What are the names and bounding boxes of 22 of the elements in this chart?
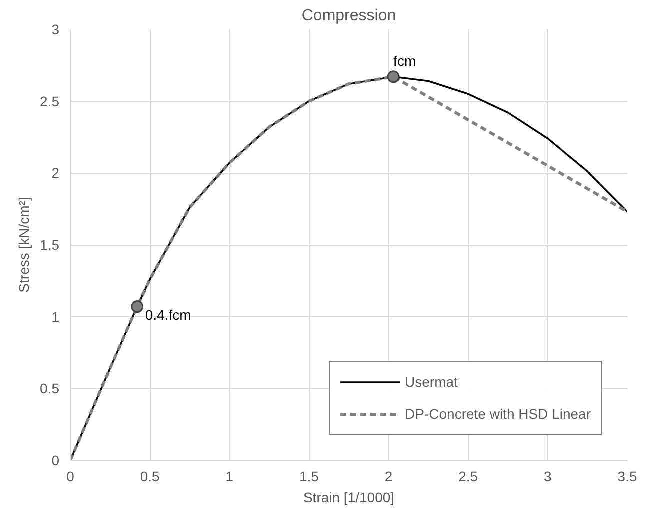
x-tick-label: 3 xyxy=(544,468,552,484)
y-axis-title: Stress [kN/cm²] xyxy=(16,197,32,293)
y-tick-label: 0 xyxy=(52,452,60,468)
x-tick-label: 0.5 xyxy=(140,468,160,484)
annotation: fcm xyxy=(394,52,416,69)
legend-label: Usermat xyxy=(405,374,458,390)
x-tick-label: 1.5 xyxy=(299,468,320,484)
y-tick-label: 1.5 xyxy=(40,237,60,253)
y-tick-label: 0.5 xyxy=(40,380,60,397)
y-tick-label: 3 xyxy=(52,22,60,38)
x-tick-label: 2.5 xyxy=(458,468,478,484)
y-tick-label: 2 xyxy=(52,165,60,182)
chart-title: Compression xyxy=(302,8,396,24)
annotation: 0.4.fcm xyxy=(145,306,192,323)
y-tick-label: 2.5 xyxy=(40,93,60,110)
x-tick-label: 2 xyxy=(384,468,393,484)
x-tick-label: 1 xyxy=(226,468,234,484)
legend-label: DP-Concrete with HSD Linear xyxy=(405,406,591,422)
x-tick-label: 0 xyxy=(66,468,75,484)
y-tick-label: 1 xyxy=(52,308,60,325)
x-axis-title: Strain [1/1000] xyxy=(303,490,395,506)
x-tick-label: 3.5 xyxy=(618,468,638,484)
